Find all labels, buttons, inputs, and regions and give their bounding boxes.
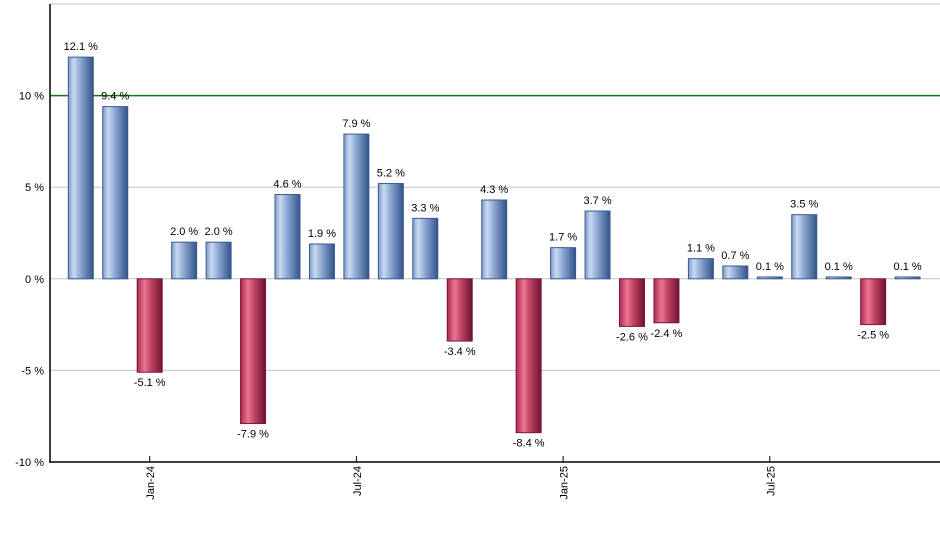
bar-7 [308, 243, 335, 280]
bar-value-label-3: 2.0 % [170, 226, 198, 238]
bar-9 [377, 183, 404, 280]
bar-value-label-13: -8.4 % [513, 438, 545, 450]
bar-value-label-0: 12.1 % [64, 41, 98, 53]
bar-value-label-8: 7.9 % [342, 118, 370, 130]
bar-value-label-12: 4.3 % [480, 184, 508, 196]
bar-20 [756, 276, 783, 280]
bar-0 [67, 56, 94, 280]
bar-value-label-4: 2.0 % [205, 226, 233, 238]
bar-17 [653, 278, 680, 324]
bar-8 [343, 133, 370, 280]
y-tick-label--10%: -10 % [15, 457, 44, 469]
bar-value-label-5: -7.9 % [237, 429, 269, 441]
bar-value-label-23: -2.5 % [857, 330, 889, 342]
y-tick-label-5%: 5 % [25, 182, 44, 194]
x-tick-label-Jul-25: Jul-25 [765, 466, 777, 496]
bar-6 [274, 194, 301, 280]
bar-value-label-11: -3.4 % [444, 346, 476, 358]
bar-4 [205, 241, 232, 280]
x-tick-label-Jan-25: Jan-25 [559, 466, 571, 500]
bar-3 [171, 241, 198, 280]
bar-24 [894, 276, 921, 280]
bar-15 [584, 210, 611, 280]
bar-12 [481, 199, 508, 280]
bar-19 [722, 265, 749, 280]
x-tick-label-Jan-24: Jan-24 [145, 466, 157, 500]
bar-value-label-10: 3.3 % [411, 202, 439, 214]
bar-value-label-22: 0.1 % [825, 261, 853, 273]
bar-value-label-20: 0.1 % [756, 261, 784, 273]
bar-value-label-14: 1.7 % [549, 232, 577, 244]
bar-value-label-16: -2.6 % [616, 331, 648, 343]
bar-16 [619, 278, 645, 327]
bar-value-label-6: 4.6 % [273, 179, 301, 191]
bar-21 [791, 214, 818, 280]
bar-1 [102, 106, 129, 280]
bar-22 [825, 276, 852, 280]
bar-10 [412, 217, 439, 280]
bar-14 [550, 247, 577, 280]
bar-11 [446, 278, 473, 342]
bar-value-label-21: 3.5 % [790, 199, 818, 211]
bar-value-label-7: 1.9 % [308, 228, 336, 240]
bar-value-label-1: 9.4 % [101, 91, 129, 103]
bar-value-label-17: -2.4 % [651, 328, 683, 340]
y-tick-label--5%: -5 % [21, 365, 44, 377]
bar-value-label-18: 1.1 % [687, 243, 715, 255]
bar-23 [860, 278, 887, 326]
bar-value-label-15: 3.7 % [583, 195, 611, 207]
y-tick-label-10%: 10 % [19, 91, 44, 103]
bar-18 [687, 258, 714, 280]
bar-value-label-24: 0.1 % [894, 261, 922, 273]
bar-13 [515, 278, 542, 434]
bar-value-label-2: -5.1 % [134, 377, 166, 389]
bar-value-label-9: 5.2 % [377, 168, 405, 180]
y-tick-label-0%: 0 % [25, 274, 44, 286]
bar-2 [136, 278, 163, 373]
x-tick-label-Jul-24: Jul-24 [352, 466, 364, 496]
bar-value-label-19: 0.7 % [721, 250, 749, 262]
bar-5 [240, 278, 267, 425]
